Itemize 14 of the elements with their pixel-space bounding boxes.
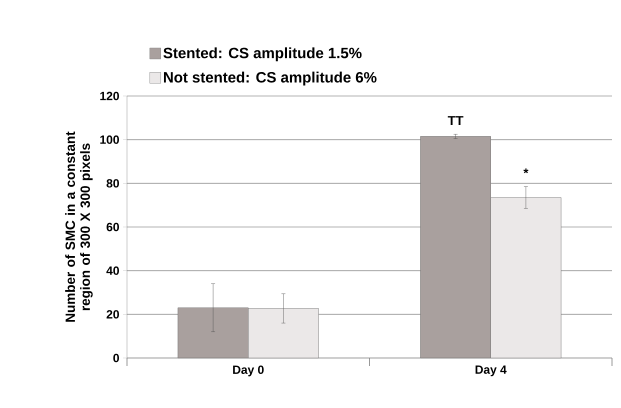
y-tick-label: 80: [106, 179, 119, 188]
y-tick-label: 40: [106, 266, 119, 275]
x-tick-label: Day 0: [233, 366, 264, 376]
y-tick-label: 100: [100, 135, 119, 144]
annotation: TT: [448, 116, 464, 126]
legend-label: Stented: CS amplitude 1.5%: [163, 47, 362, 62]
y-tick-label: 60: [106, 222, 119, 232]
x-tick-label: Day 4: [476, 366, 507, 376]
annotation: *: [523, 168, 528, 174]
y-tick-label: 120: [100, 92, 119, 100]
y-tick-label: 0: [113, 354, 119, 362]
y-tick-label: 20: [106, 310, 119, 319]
y-axis-title: Number of SMC in a constant region of 300 X 300 pixels: [65, 132, 93, 322]
legend-label: Not stented: CS amplitude 6%: [164, 72, 377, 86]
